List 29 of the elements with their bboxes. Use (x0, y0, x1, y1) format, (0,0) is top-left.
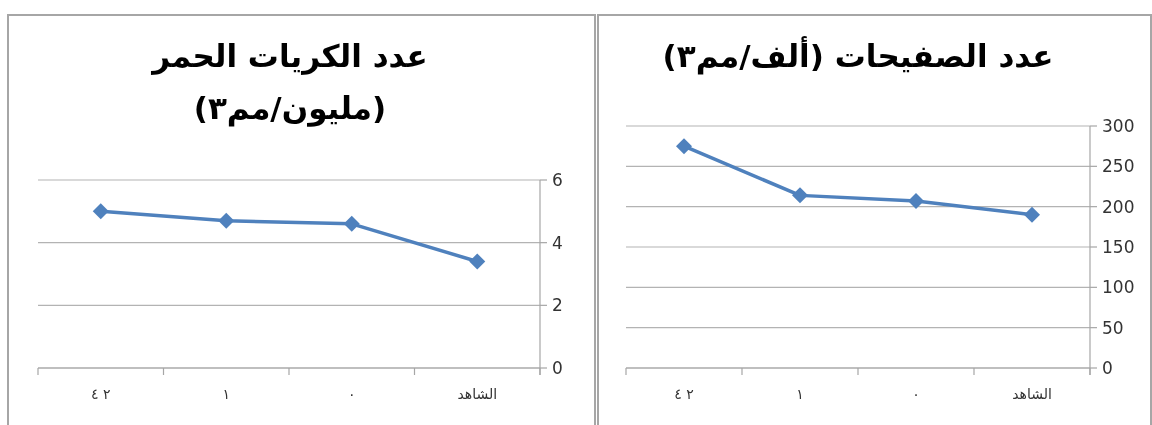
point (92, 203, 109, 220)
y-tick-label: 200 (1102, 196, 1135, 217)
y-tick-label: 50 (1102, 317, 1124, 338)
point (343, 215, 360, 232)
x-tick-label: ٠ (347, 386, 356, 402)
point (792, 187, 808, 204)
point (1024, 206, 1040, 223)
y-tick-label: 0 (1102, 358, 1113, 378)
y-tick-label: 300 (1102, 116, 1135, 136)
x-tick-label: ١ (796, 386, 804, 402)
y-tick-label: 0 (552, 358, 563, 378)
point (676, 138, 692, 155)
x-tick-label: ٢ ٤ (674, 386, 694, 402)
point (218, 212, 235, 229)
point (469, 253, 486, 270)
x-tick-label: ٠ (912, 386, 920, 402)
point (908, 193, 924, 210)
x-tick-label: الشاهد (1012, 386, 1052, 402)
y-tick-label: 100 (1102, 277, 1135, 298)
y-tick-label: 250 (1102, 156, 1135, 177)
y-tick-label: 150 (1102, 237, 1135, 257)
chart-title: عدد الكريات الحمر (مليون/مم٣) (150, 37, 429, 129)
x-tick-label: ١ (222, 386, 231, 402)
y-tick-label: 4 (552, 232, 563, 253)
x-tick-label: ٢ ٤ (90, 386, 111, 402)
y-tick-label: 2 (552, 295, 563, 316)
chart-title: عدد الصفيحات (ألف/مم٣) (661, 35, 1055, 77)
x-tick-label: الشاهد (457, 386, 498, 402)
y-tick-label: 6 (552, 170, 563, 190)
